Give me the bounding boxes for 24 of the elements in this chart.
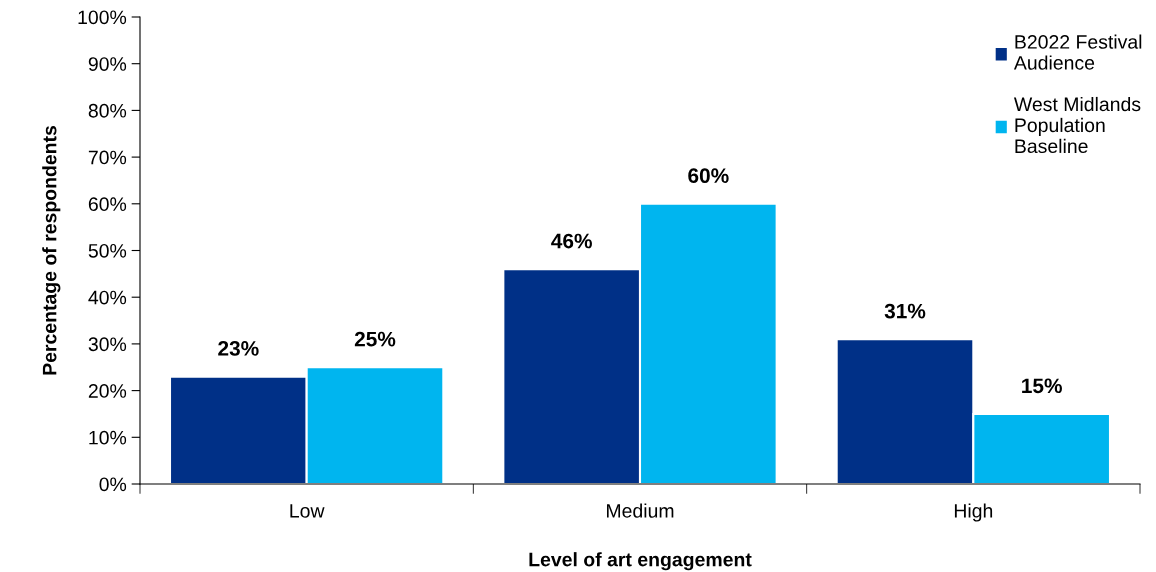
y-tick-label: 30% (88, 337, 127, 352)
data-label: 15% (1022, 378, 1062, 394)
x-tick-label: Medium (607, 503, 674, 518)
y-tick-label: 100% (78, 10, 127, 25)
x-axis-title: Level of art engagement (529, 552, 752, 571)
legend-label: West Midlands Population Baseline (1013, 96, 1141, 154)
data-label: 31% (884, 303, 926, 319)
data-label: 46% (551, 233, 592, 249)
y-tick-label: 60% (88, 197, 127, 212)
y-tick-label: 80% (88, 103, 127, 118)
y-tick-label: 10% (89, 430, 127, 445)
y-tick-label: 70% (88, 150, 127, 165)
y-tick-label: 90% (88, 57, 127, 71)
x-tick-label: Low (290, 504, 325, 518)
data-label: 25% (354, 331, 396, 347)
y-tick-label: 50% (88, 243, 127, 258)
y-axis-title: Percentage of respondents (42, 125, 61, 375)
y-tick-label: 0% (99, 477, 127, 492)
legend-label: B2022 Festival Audience (1013, 34, 1142, 70)
y-tick-label: 20% (88, 384, 127, 398)
data-label: 23% (218, 341, 259, 356)
x-tick-label: High (954, 503, 993, 522)
data-label: 60% (688, 168, 729, 184)
y-tick-label: 40% (88, 290, 127, 305)
